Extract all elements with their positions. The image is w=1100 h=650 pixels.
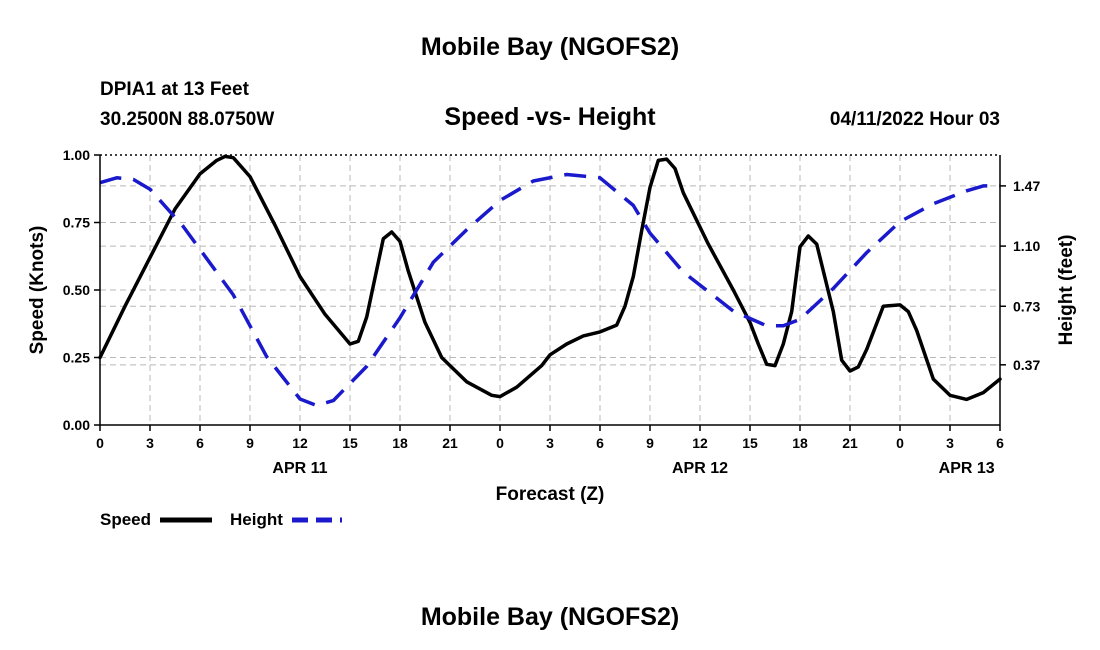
x-tick-label: 3 — [146, 435, 154, 451]
date-label: APR 11 — [272, 460, 327, 477]
x-axis-label: Forecast (Z) — [496, 484, 605, 505]
x-tick-label: 0 — [896, 435, 904, 451]
main-title: Mobile Bay (NGOFS2) — [421, 33, 679, 61]
legend-speed-label: Speed — [100, 510, 151, 529]
x-tick-label: 3 — [546, 435, 554, 451]
y-tick-label: 0.75 — [63, 215, 90, 231]
x-tick-label: 3 — [946, 435, 954, 451]
x-tick-label: 6 — [596, 435, 604, 451]
timestamp-label: 04/11/2022 Hour 03 — [830, 109, 1000, 130]
date-label: APR 12 — [672, 460, 728, 477]
y2-axis-label: Height (feet) — [1056, 235, 1077, 346]
y-tick-label: 0.50 — [63, 282, 90, 298]
y2-tick-label: 1.47 — [1013, 178, 1040, 194]
y2-tick-label: 0.37 — [1013, 357, 1040, 373]
series-line-speed — [98, 154, 1002, 402]
y-tick-label: 0.25 — [63, 350, 90, 366]
date-label: APR 13 — [939, 460, 995, 477]
series-lines — [98, 154, 1002, 408]
location-label: 30.2500N 88.0750W — [100, 109, 274, 130]
x-tick-label: 12 — [692, 435, 708, 451]
x-tick-label: 6 — [996, 435, 1004, 451]
y2-tick-label: 1.10 — [1013, 238, 1040, 254]
y-tick-label: 0.00 — [63, 417, 90, 433]
x-tick-label: 12 — [292, 435, 308, 451]
y-tick-label: 1.00 — [63, 147, 90, 163]
axes: 0 3 6 9 12 15 18 21 0 3 6 9 12 15 18 21 0 3 6 APR 11 APR 12 A… — [63, 147, 1041, 477]
x-tick-label: 21 — [442, 435, 458, 451]
x-tick-label: 15 — [742, 435, 758, 451]
x-tick-label: 18 — [792, 435, 808, 451]
y2-tick-label: 0.73 — [1013, 298, 1040, 314]
x-tick-label: 15 — [342, 435, 358, 451]
x-tick-label: 6 — [196, 435, 204, 451]
legend-height-label: Height — [230, 510, 283, 529]
x-tick-label: 21 — [842, 435, 858, 451]
grid — [100, 155, 1000, 425]
x-tick-label: 18 — [392, 435, 408, 451]
x-tick-label: 0 — [96, 435, 104, 451]
chart-title: Speed -vs- Height — [444, 103, 656, 131]
x-tick-label: 0 — [496, 435, 504, 451]
y-axis-label: Speed (Knots) — [27, 226, 48, 355]
station-label: DPIA1 at 13 Feet — [100, 79, 250, 100]
x-tick-label: 9 — [646, 435, 654, 451]
x-tick-label: 9 — [246, 435, 254, 451]
series-line-height — [99, 172, 1000, 408]
footer-title: Mobile Bay (NGOFS2) — [421, 603, 679, 631]
legend: Speed Height — [100, 510, 342, 529]
